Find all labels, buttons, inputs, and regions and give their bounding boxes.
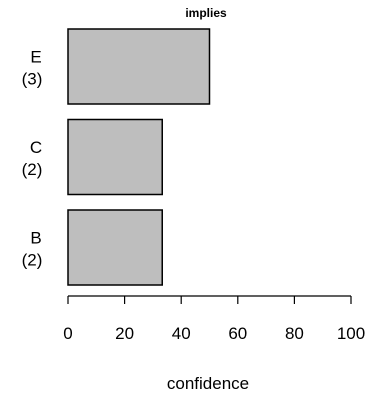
- category-count-B: (2): [22, 251, 43, 270]
- x-tick-label-60: 60: [228, 324, 247, 343]
- bars-group: E (3) C (2) B (2): [22, 28, 211, 286]
- category-label-C: C: [30, 138, 42, 157]
- x-tick-label-20: 20: [115, 324, 134, 343]
- bar-C: [67, 118, 163, 196]
- bar-E: [67, 28, 211, 105]
- x-tick-label-100: 100: [337, 324, 365, 343]
- x-axis-label: confidence: [167, 374, 249, 393]
- x-tick-label-40: 40: [172, 324, 191, 343]
- x-tick-label-0: 0: [63, 324, 72, 343]
- category-label-B: B: [30, 229, 41, 248]
- x-axis: 0 20 40 60 80 100: [63, 295, 365, 343]
- bar-B: [67, 209, 163, 286]
- category-count-C: (2): [22, 160, 43, 179]
- chart-title: implies: [185, 6, 227, 20]
- category-count-E: (3): [22, 70, 43, 89]
- category-label-E: E: [30, 48, 41, 67]
- x-tick-label-80: 80: [285, 324, 304, 343]
